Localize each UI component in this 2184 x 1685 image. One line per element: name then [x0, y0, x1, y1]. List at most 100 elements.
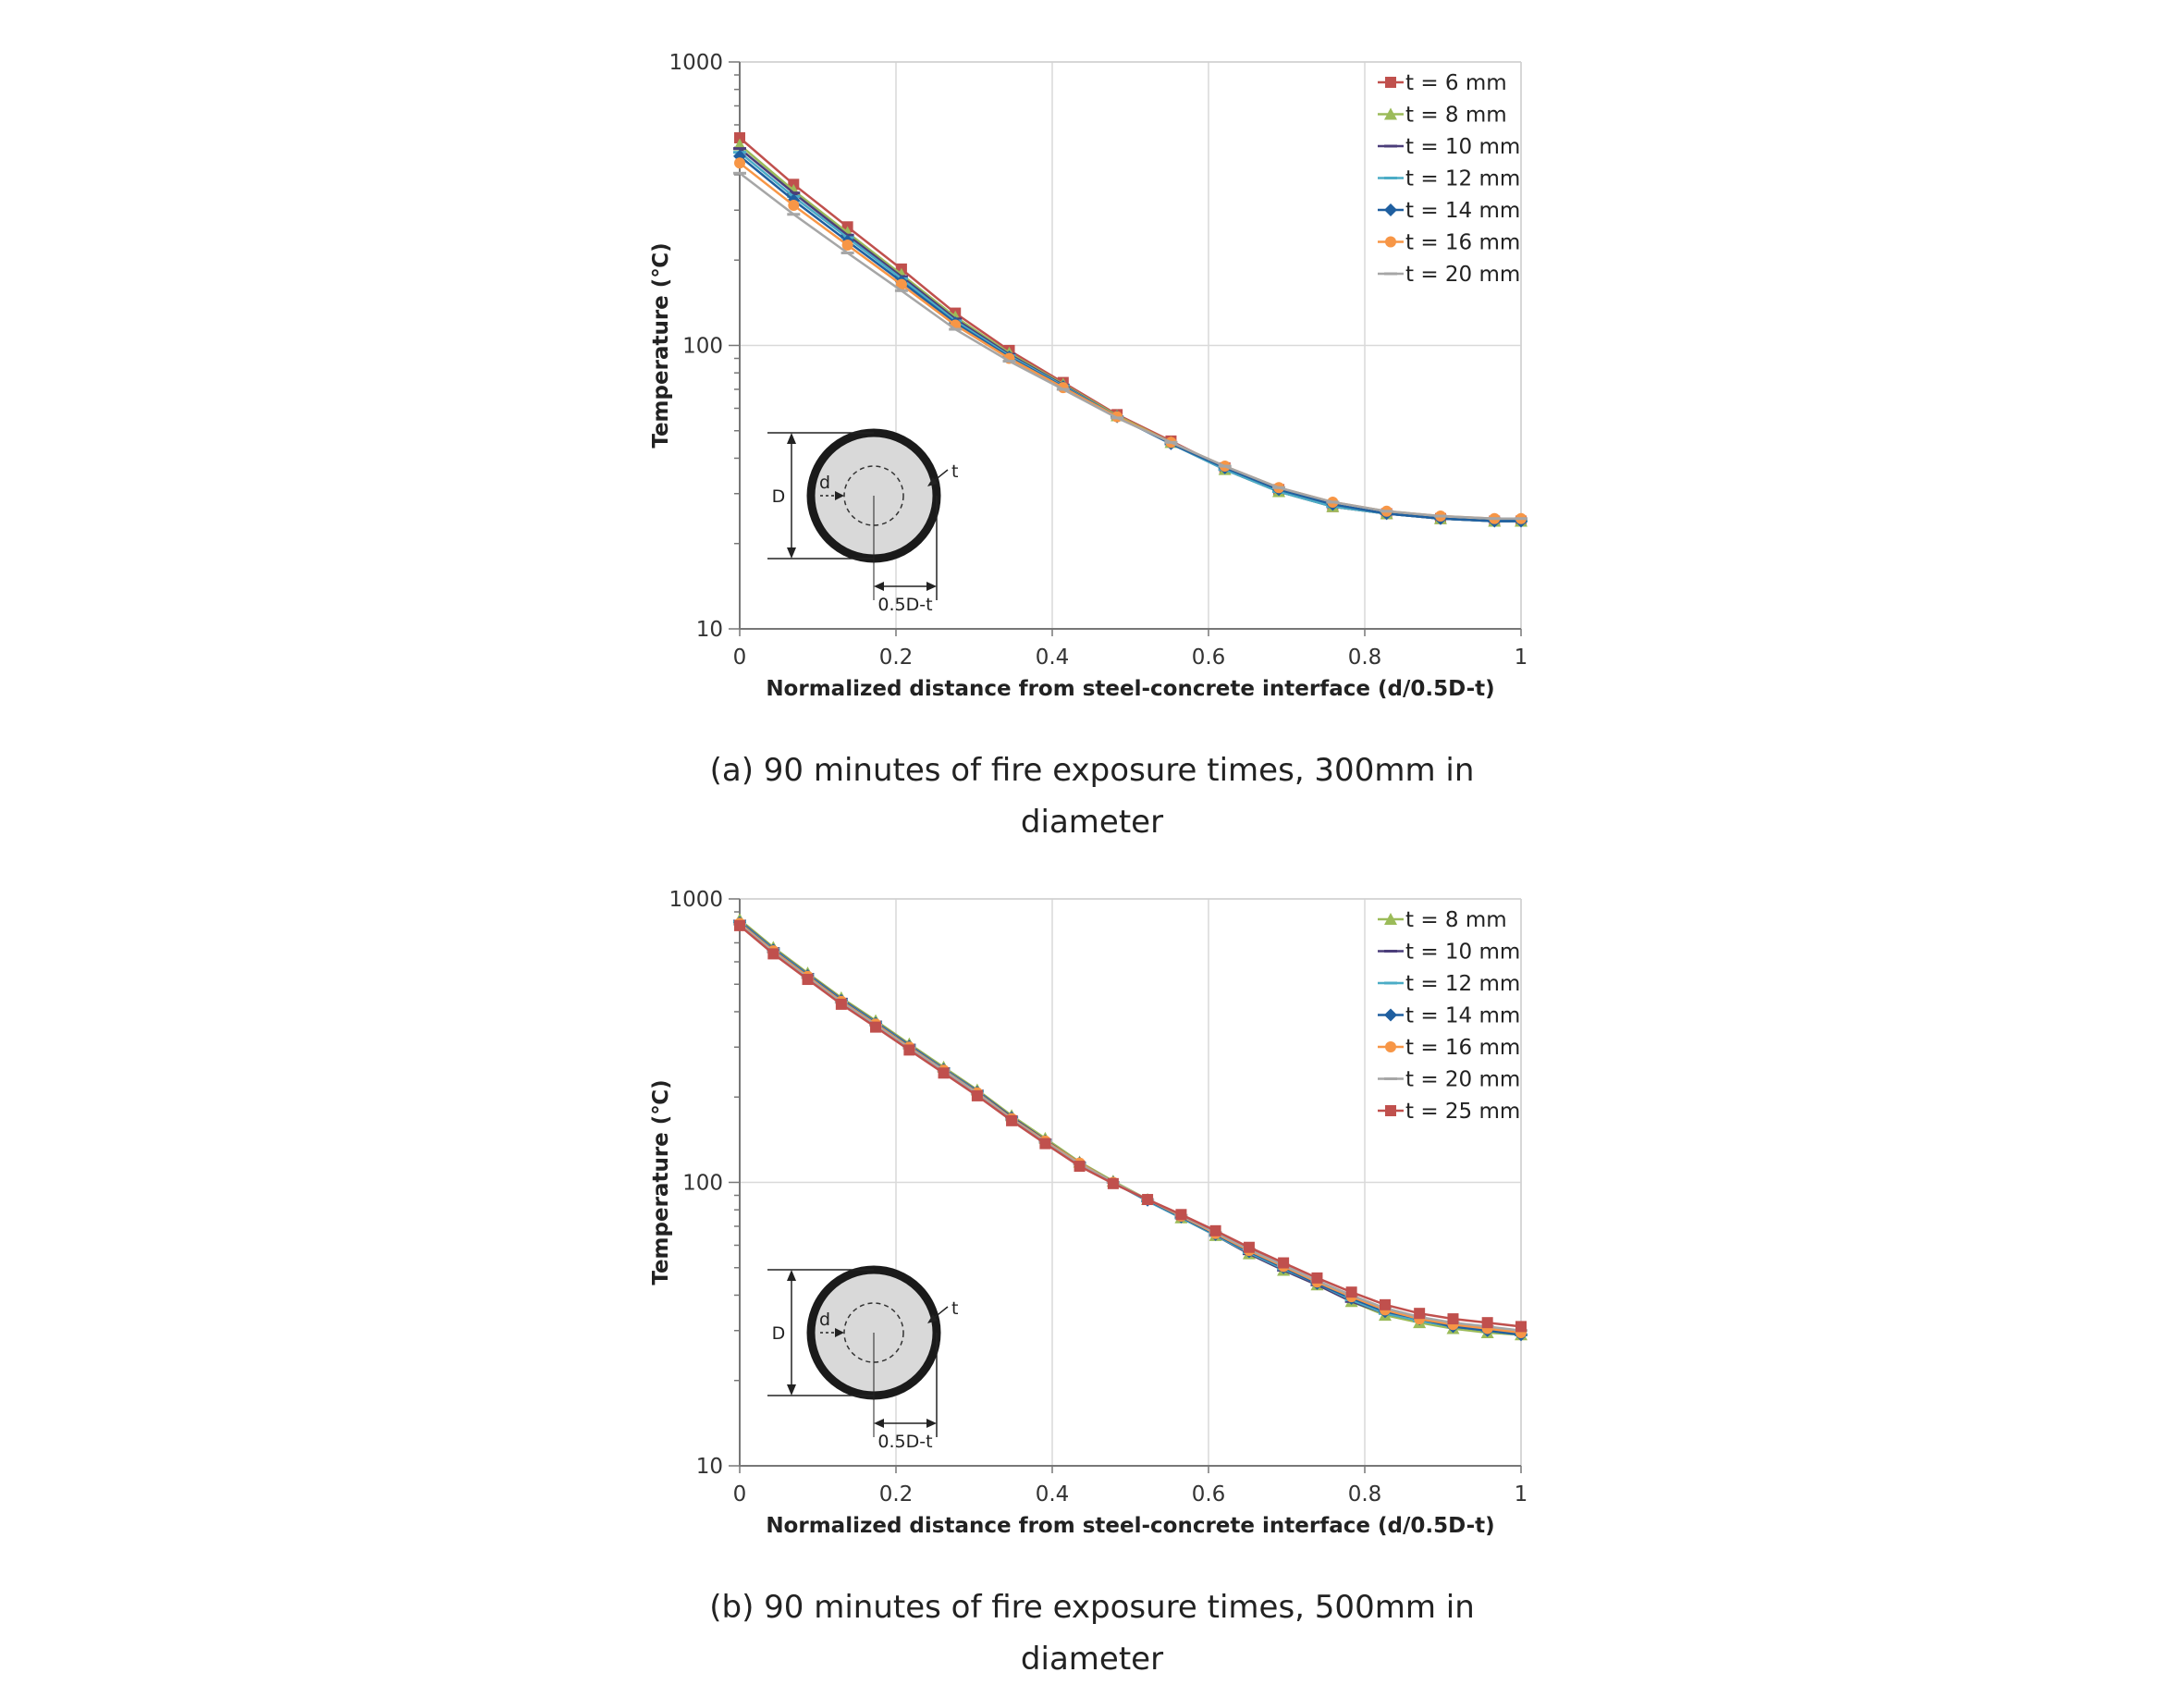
chart-a-data-point-0-0	[734, 132, 745, 144]
chart-a-x-tick-label-5: 1	[1515, 646, 1528, 670]
chart-a-inset-label-D: D	[772, 486, 786, 507]
chart-b-data-point-6-0	[734, 919, 745, 931]
chart-b-inset-t-arrow	[927, 1314, 938, 1323]
caption-a-line2: diameter	[1020, 804, 1164, 841]
chart-b: 10 100 1000 0 0.2 0.4 0.6 0.8 1 Normalized distan…	[649, 888, 1528, 1538]
chart-b-series-line-6	[739, 924, 1522, 1328]
chart-b-legend-label-0: t = 8 mm	[1405, 908, 1507, 932]
chart-a-y-axis-title: Temperature (℃)	[649, 242, 673, 448]
chart-panel-a: 10 100 1000 0 0.2 0.4 0.6 0.8 1 Normalized distan…	[0, 0, 2184, 842]
chart-b-legend-label-4: t = 16 mm	[1405, 1036, 1520, 1060]
chart-b-data-point-6-7	[971, 1089, 983, 1101]
chart-b-data-point-6-4	[870, 1021, 882, 1033]
chart-b-x-tick-label-5: 1	[1515, 1482, 1528, 1507]
chart-a-y-tick-label-2: 1000	[669, 51, 723, 75]
chart-b-legend-label-1: t = 10 mm	[1405, 941, 1520, 965]
chart-b-inset-label-half: 0.5D-t	[877, 1432, 932, 1452]
chart-a-legend-marker-0	[1385, 77, 1396, 88]
caption-a-line1: (a) 90 minutes of fire exposure times, 3…	[709, 752, 1475, 789]
caption-b-line1: (b) 90 minutes of fire exposure times, 5…	[709, 1589, 1475, 1626]
chart-a-x-tick-label-4: 0.8	[1348, 646, 1382, 670]
chart-b-legend-label-5: t = 20 mm	[1405, 1068, 1520, 1092]
chart-b-inset-dim-arrow-bottom	[787, 1384, 796, 1396]
chart-a-legend-label-6: t = 20 mm	[1405, 263, 1520, 287]
chart-b-inset-d-arrow	[835, 1328, 844, 1337]
chart-b-inset-diagram: Dd t 0.5D-t	[767, 1265, 958, 1452]
chart-a-legend-label-5: t = 16 mm	[1405, 231, 1520, 255]
chart-b-x-axis-title: Normalized distance from steel-concrete …	[766, 1514, 1494, 1538]
caption-b-line2: diameter	[1020, 1641, 1164, 1678]
chart-b-y-tick-label-1: 100	[682, 1172, 723, 1196]
chart-b-legend-marker-6	[1385, 1105, 1396, 1116]
chart-a-x-tick-label-0: 0	[733, 646, 747, 670]
chart-b-x-tick-label-1: 0.2	[879, 1482, 914, 1507]
chart-b-x-tick-label-0: 0	[733, 1482, 747, 1507]
chart-a-x-tick-label-3: 0.6	[1192, 646, 1226, 670]
chart-a-inset-half-arrow-right	[926, 582, 937, 591]
chart-b-inset-half-arrow-left	[874, 1419, 884, 1428]
chart-a-legend-marker-1	[1384, 107, 1397, 120]
chart-a-inset-diagram: Dd t 0.5D-t	[767, 428, 958, 615]
chart-panel-b: 10 100 1000 0 0.2 0.4 0.6 0.8 1 Normalized distan…	[0, 837, 2184, 1679]
chart-b-data-point-6-15	[1243, 1241, 1255, 1253]
chart-b-data-point-6-13	[1175, 1209, 1187, 1221]
chart-a-series-line-6	[739, 172, 1521, 520]
chart-b-x-tick-label-2: 0.4	[1036, 1482, 1070, 1507]
chart-a-legend-marker-5	[1385, 236, 1396, 248]
chart-b-inset-label-D: D	[772, 1323, 786, 1344]
chart-b-x-tick-label-3: 0.6	[1192, 1482, 1226, 1507]
chart-b-inset-dim-arrow-top	[787, 1270, 796, 1281]
chart-b-inset-label-d: d	[819, 1310, 830, 1330]
chart-a-x-tick-label-1: 0.2	[879, 646, 914, 670]
chart-b-data-point-6-20	[1414, 1308, 1426, 1320]
chart-a-legend-label-0: t = 6 mm	[1405, 71, 1507, 95]
chart-b-data-point-6-1	[767, 948, 779, 960]
chart-b-legend-marker-3	[1384, 1008, 1397, 1022]
caption-a: (a) 90 minutes of fire exposure times, 3…	[0, 744, 2184, 848]
chart-a-legend-marker-4	[1384, 203, 1397, 216]
chart-a-inset-label-d: d	[819, 473, 830, 493]
chart-b-data-point-6-19	[1379, 1298, 1391, 1310]
chart-a-inset-dim-arrow-bottom	[787, 547, 796, 559]
chart-a: 10 100 1000 0 0.2 0.4 0.6 0.8 1 Normalized distan…	[649, 51, 1528, 701]
chart-b-data-point-6-23	[1515, 1321, 1527, 1333]
chart-b-y-tick-label-2: 1000	[669, 888, 723, 912]
chart-a-inset-label-t: t	[951, 461, 958, 482]
chart-b-data-point-6-22	[1481, 1317, 1493, 1329]
chart-a-inset-dim-arrow-top	[787, 433, 796, 444]
chart-b-data-point-6-16	[1278, 1257, 1290, 1269]
chart-b-x-tick-label-4: 0.8	[1348, 1482, 1382, 1507]
chart-b-inset-half-arrow-right	[926, 1419, 937, 1428]
chart-b-legend-marker-0	[1384, 913, 1397, 925]
chart-b-legend-label-2: t = 12 mm	[1405, 972, 1520, 996]
chart-b-data-point-6-3	[835, 998, 847, 1010]
chart-a-legend-label-1: t = 8 mm	[1405, 104, 1507, 128]
chart-a-y-tick-label-0: 10	[696, 618, 723, 642]
chart-b-data-point-6-10	[1074, 1161, 1086, 1173]
chart-b-legend-label-3: t = 14 mm	[1405, 1004, 1520, 1028]
chart-a-inset-t-arrow	[927, 477, 938, 486]
chart-b-legend-marker-4	[1385, 1041, 1396, 1052]
chart-a-inset-label-half: 0.5D-t	[877, 595, 932, 615]
chart-a-data-point-5-0	[734, 157, 745, 169]
chart-a-x-tick-label-2: 0.4	[1036, 646, 1070, 670]
chart-b-data-point-6-9	[1039, 1138, 1051, 1150]
chart-a-y-tick-label-1: 100	[682, 335, 723, 359]
chart-a-series-6	[733, 171, 1528, 521]
chart-b-data-point-6-6	[938, 1067, 950, 1079]
chart-b-data-point-6-2	[802, 974, 814, 986]
chart-b-data-point-6-17	[1311, 1272, 1323, 1284]
chart-b-y-axis-title: Temperature (℃)	[649, 1079, 673, 1285]
chart-a-legend-label-2: t = 10 mm	[1405, 135, 1520, 159]
chart-a-legend-label-3: t = 12 mm	[1405, 167, 1520, 191]
chart-b-series-6	[734, 919, 1527, 1333]
chart-b-data-point-6-12	[1142, 1194, 1154, 1206]
chart-b-data-point-6-18	[1345, 1286, 1357, 1298]
chart-b-data-point-6-5	[903, 1044, 915, 1056]
chart-a-inset-half-arrow-left	[874, 582, 884, 591]
chart-a-x-axis-title: Normalized distance from steel-concrete …	[766, 677, 1494, 701]
chart-b-y-tick-label-0: 10	[696, 1455, 723, 1479]
chart-a-legend-label-4: t = 14 mm	[1405, 199, 1520, 223]
chart-a-data-point-5-1	[788, 200, 800, 212]
chart-a-data-point-5-2	[841, 239, 853, 251]
